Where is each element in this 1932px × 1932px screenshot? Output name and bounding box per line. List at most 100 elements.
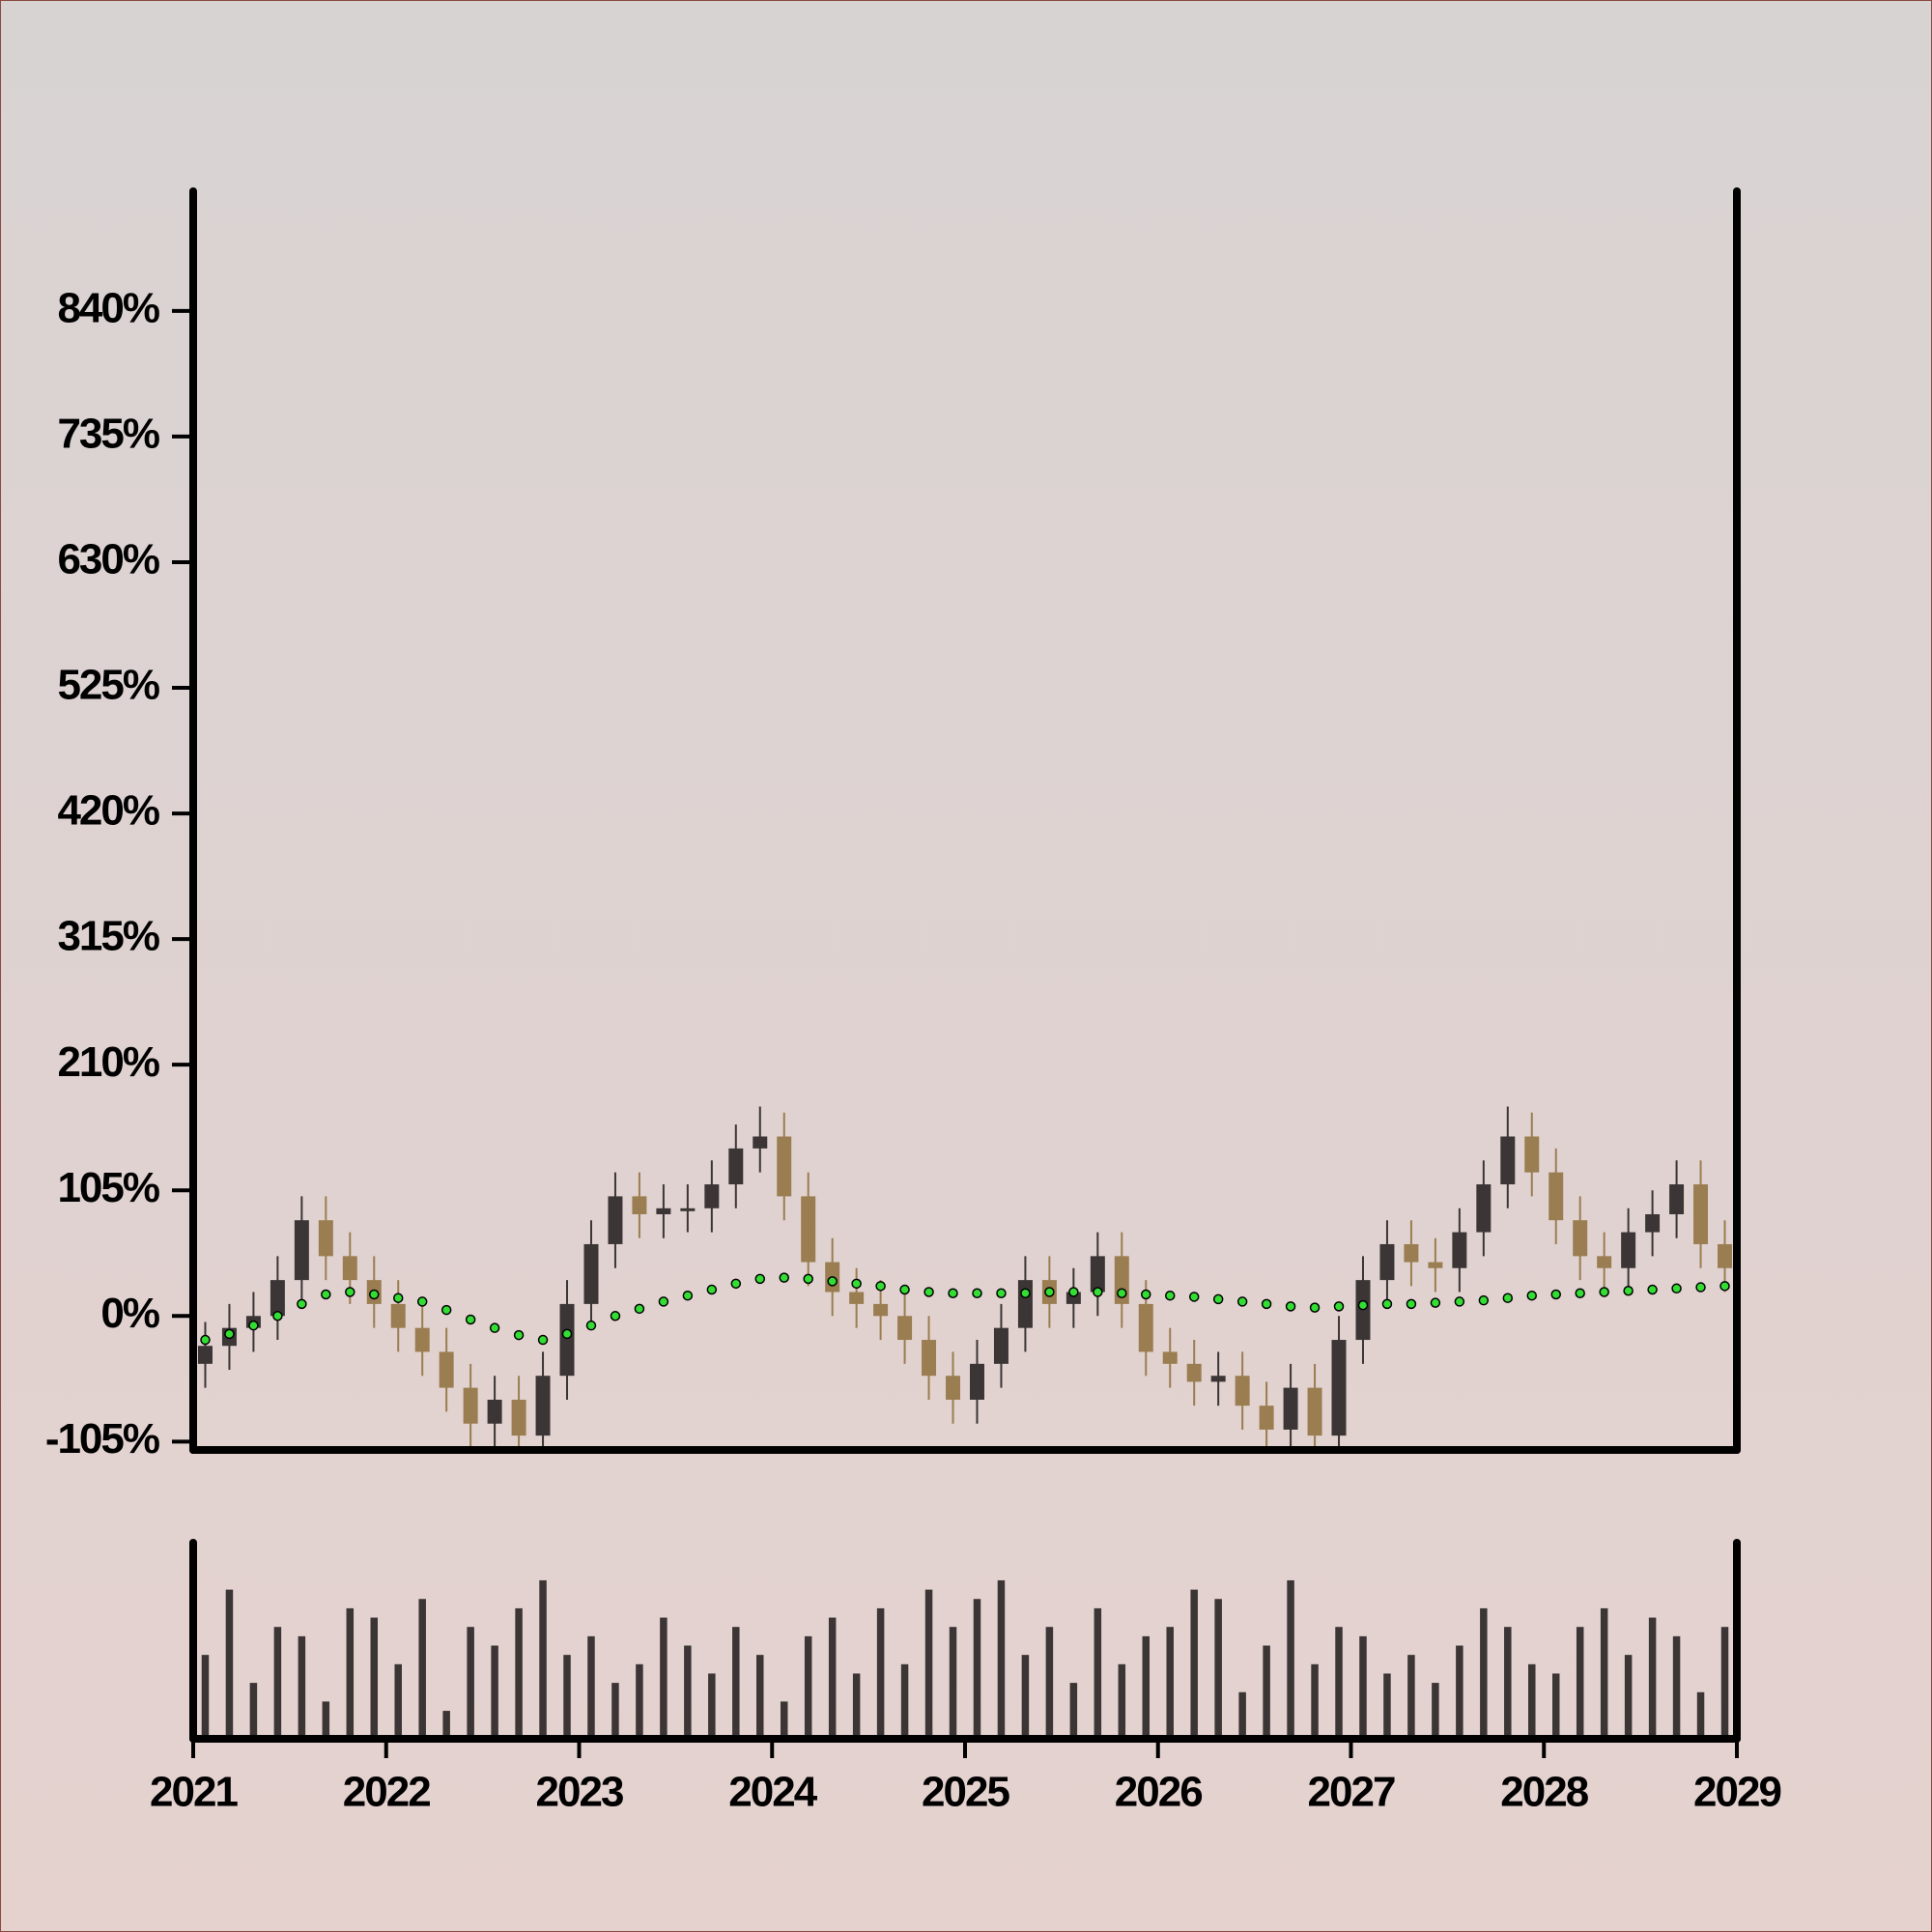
volume-bar: [1648, 1617, 1657, 1739]
candle-body: [608, 1196, 623, 1244]
y-tick-label: 630%: [57, 536, 158, 583]
volume-bar: [225, 1589, 234, 1739]
volume-bar: [1624, 1655, 1633, 1739]
candle-body: [1428, 1262, 1443, 1268]
volume-bar: [660, 1617, 668, 1739]
moving-average-point: [875, 1281, 886, 1292]
candle-body: [1379, 1243, 1395, 1281]
moving-average-point: [634, 1303, 645, 1315]
moving-average-point: [321, 1289, 331, 1300]
volume-bar: [1720, 1627, 1729, 1739]
volume-bar: [1504, 1627, 1512, 1739]
moving-average-point: [1719, 1281, 1730, 1292]
moving-average-point: [682, 1290, 694, 1301]
candle-body: [414, 1327, 430, 1352]
volume-bar: [1600, 1607, 1608, 1739]
candle-body: [946, 1376, 961, 1400]
candle-body: [390, 1303, 406, 1328]
moving-average-point: [754, 1273, 766, 1285]
volume-bar: [249, 1683, 258, 1739]
moving-average-point: [1406, 1298, 1417, 1310]
candle-body: [1210, 1376, 1226, 1382]
x-tick-label: 2022: [343, 1769, 430, 1816]
volume-bar: [442, 1711, 450, 1739]
y-tick-label: 315%: [57, 913, 158, 960]
moving-average-point: [1381, 1298, 1393, 1310]
volume-bar: [1118, 1663, 1126, 1739]
candle-body: [1283, 1387, 1298, 1430]
candle-body: [1573, 1220, 1588, 1257]
moving-average-point: [1454, 1296, 1465, 1307]
moving-average-point: [561, 1328, 573, 1340]
candle-body: [583, 1243, 599, 1304]
moving-average-point: [972, 1288, 982, 1298]
moving-average-point: [610, 1311, 621, 1321]
moving-average-point: [1020, 1288, 1031, 1298]
candle-body: [753, 1136, 768, 1149]
moving-average-point: [779, 1272, 789, 1283]
candle-body: [1331, 1340, 1347, 1436]
x-tick-label: 2024: [728, 1769, 817, 1816]
volume-bar: [1263, 1645, 1270, 1739]
moving-average-point: [658, 1296, 669, 1307]
moving-average-point: [1357, 1299, 1369, 1311]
moving-average-point: [948, 1288, 958, 1298]
candle-body: [1718, 1243, 1733, 1268]
volume-bar: [780, 1701, 788, 1739]
volume-bar: [273, 1627, 282, 1739]
volume-bar: [684, 1645, 692, 1739]
candle-body: [1090, 1256, 1105, 1293]
volume-bar: [539, 1579, 547, 1739]
volume-bar: [515, 1607, 523, 1739]
volume-bar: [1335, 1627, 1343, 1739]
y-tick-label: 0%: [100, 1290, 158, 1337]
x-tick-label: 2023: [536, 1769, 623, 1816]
moving-average-point: [1164, 1290, 1176, 1301]
moving-average-point: [1623, 1286, 1634, 1296]
candle-body: [1259, 1406, 1274, 1430]
moving-average-point: [1478, 1294, 1490, 1306]
volume-bar: [1142, 1635, 1151, 1739]
moving-average-point: [369, 1289, 380, 1300]
x-tick-label: 2027: [1308, 1769, 1395, 1816]
volume-bar: [1287, 1579, 1294, 1739]
candle-body: [1235, 1376, 1250, 1406]
volume-bar: [491, 1645, 498, 1739]
volume-bar: [852, 1673, 861, 1739]
x-tick-label: 2029: [1693, 1769, 1780, 1816]
candle-body: [922, 1340, 937, 1377]
y-tick-label: 735%: [57, 411, 158, 458]
plot-area: [197, 1106, 1733, 1450]
x-tick-label: 2026: [1115, 1769, 1202, 1816]
candle-body: [897, 1316, 913, 1341]
candle-body: [1476, 1184, 1492, 1233]
volume-bar: [708, 1673, 716, 1739]
volume-bar: [756, 1655, 764, 1739]
moving-average-point: [1093, 1287, 1103, 1297]
volume-bar: [1069, 1683, 1078, 1739]
moving-average-point: [1333, 1301, 1345, 1312]
x-tick-label: 2028: [1500, 1769, 1588, 1816]
moving-average-point: [899, 1284, 910, 1295]
y-tick-label: -105%: [45, 1415, 159, 1463]
y-tick-label: 210%: [57, 1038, 158, 1086]
candle-body: [1693, 1184, 1709, 1244]
candle-body: [294, 1220, 309, 1281]
moving-average-point: [200, 1334, 211, 1346]
moving-average-point: [851, 1278, 862, 1290]
y-tick-label: 840%: [57, 284, 158, 331]
volume-bar: [394, 1663, 402, 1739]
volume-bar: [611, 1683, 619, 1739]
moving-average-point: [345, 1287, 355, 1297]
candle-body: [197, 1346, 213, 1364]
volume-bar: [1456, 1645, 1463, 1739]
volume-bar: [732, 1627, 740, 1739]
candle-body: [873, 1303, 889, 1317]
moving-average-point: [706, 1284, 718, 1295]
volume-bar: [1528, 1663, 1536, 1739]
moving-average-point: [1117, 1288, 1127, 1298]
candle-body: [632, 1196, 647, 1214]
volume-bar: [1311, 1663, 1319, 1739]
volume-bar: [1094, 1607, 1102, 1739]
candle-body: [969, 1363, 984, 1400]
